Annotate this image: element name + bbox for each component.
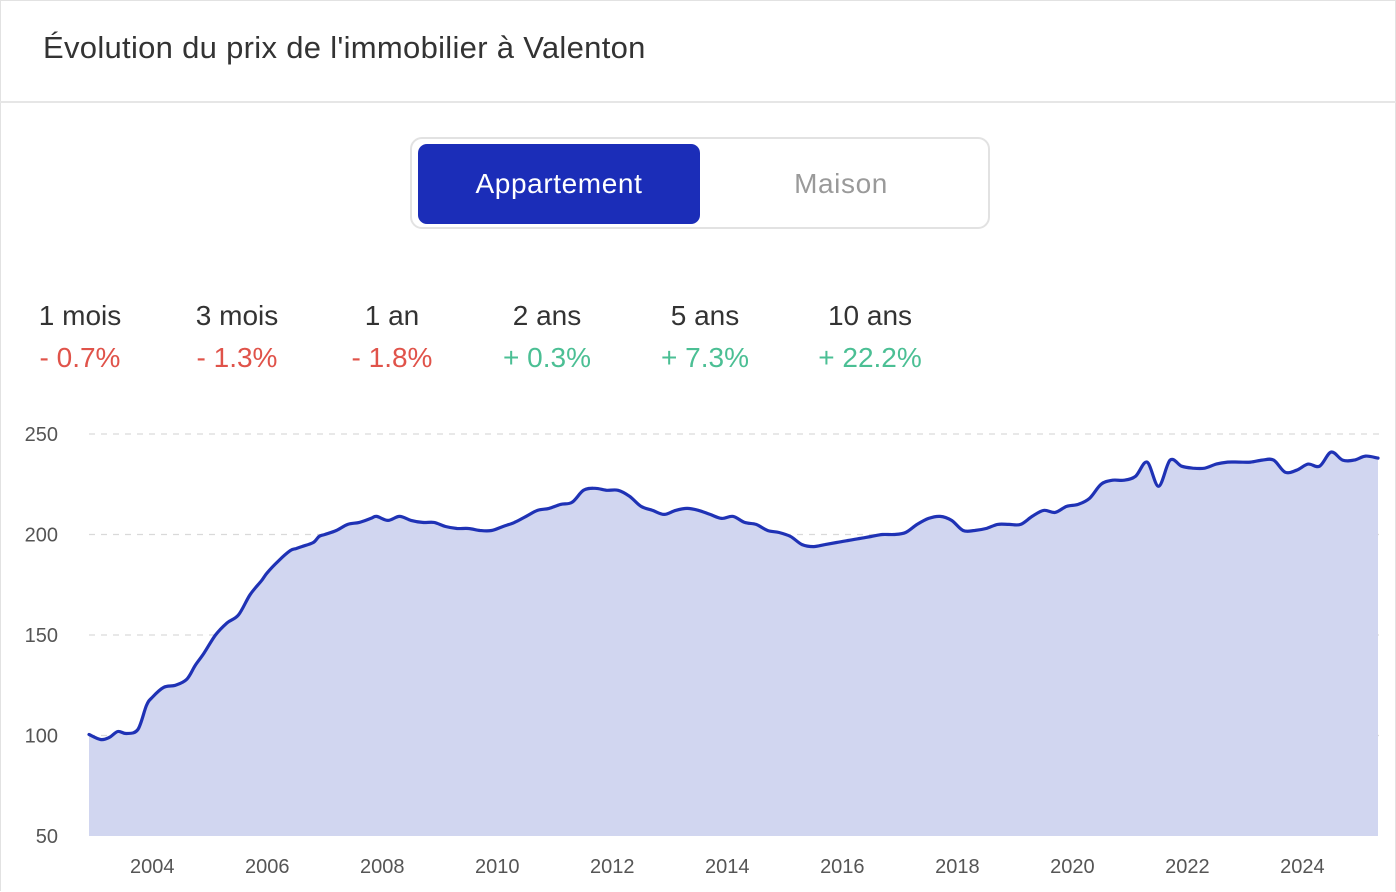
toggle-appartement-button[interactable]: Appartement [418, 144, 700, 224]
stat-period-label: 10 ans [827, 300, 913, 331]
stat-change-value: + 0.3% [503, 342, 591, 373]
stat-change-value: + 22.2% [818, 342, 922, 373]
stat-3-mois: 3 mois - 1.3% [157, 296, 317, 380]
stat-change-value: - 1.8% [351, 342, 433, 373]
price-evolution-chart: 50 100 150 200 250 2004 2006 2008 2010 2012 2014 2… [25, 424, 1380, 878]
page-title: Évolution du prix de l'immobilier à Vale… [43, 30, 646, 65]
x-tick-label: 2024 [1280, 856, 1325, 878]
x-tick-label: 2022 [1165, 856, 1210, 878]
card-header: Évolution du prix de l'immobilier à Vale… [0, 0, 1396, 103]
stat-change-value: - 1.3% [196, 342, 278, 373]
stat-10-ans: 10 ans + 22.2% [790, 296, 950, 380]
toggle-maison-button[interactable]: Maison [700, 144, 982, 224]
x-tick-label: 2020 [1050, 856, 1095, 878]
stat-period-label: 1 mois [38, 300, 122, 331]
stat-period-label: 2 ans [512, 300, 582, 331]
stat-change-value: - 0.7% [39, 342, 121, 373]
x-tick-label: 2008 [360, 856, 405, 878]
x-tick-label: 2006 [245, 856, 290, 878]
stat-1-mois: 1 mois - 0.7% [0, 296, 160, 380]
stat-change-value: + 7.3% [661, 342, 749, 373]
stat-period-label: 1 an [364, 300, 420, 331]
x-tick-label: 2014 [705, 856, 750, 878]
stat-5-ans: 5 ans + 7.3% [625, 296, 785, 380]
price-line [87, 450, 1380, 742]
y-tick-label: 250 [25, 424, 58, 446]
stat-period-label: 3 mois [195, 300, 279, 331]
y-tick-label: 150 [25, 625, 58, 647]
x-tick-label: 2016 [820, 856, 865, 878]
stat-2-ans: 2 ans + 0.3% [467, 296, 627, 380]
x-tick-label: 2010 [475, 856, 520, 878]
x-tick-label: 2012 [590, 856, 635, 878]
price-change-stats: 1 mois - 0.7% 3 mois - 1.3% 1 an - 1.8% … [0, 296, 1000, 386]
property-type-toggle: Appartement Maison [410, 137, 990, 229]
stat-period-label: 5 ans [670, 300, 740, 331]
y-tick-label: 50 [36, 826, 58, 848]
y-tick-label: 200 [25, 525, 58, 547]
stat-1-an: 1 an - 1.8% [312, 296, 472, 380]
x-tick-label: 2004 [130, 856, 175, 878]
y-tick-label: 100 [25, 726, 58, 748]
x-tick-label: 2018 [935, 856, 980, 878]
price-area [89, 452, 1378, 836]
